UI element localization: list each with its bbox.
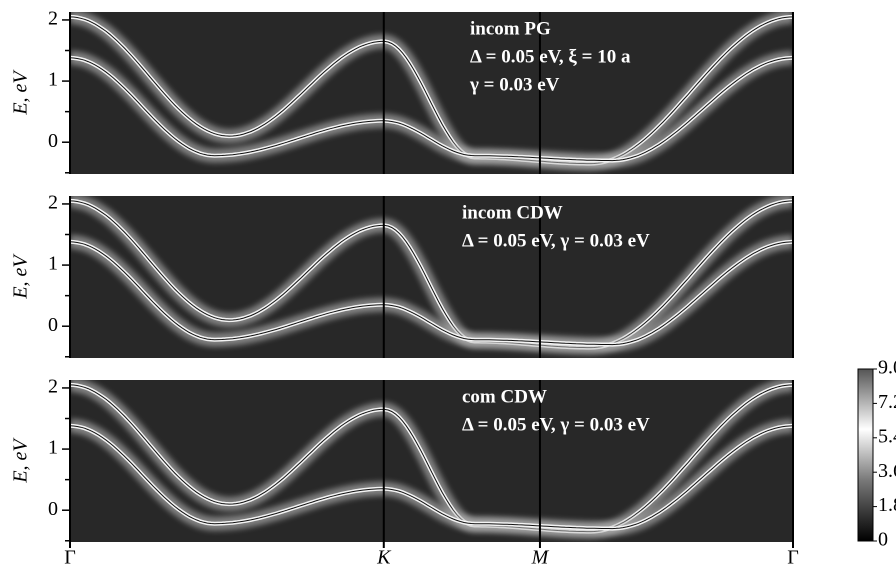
panel [70,196,793,358]
panel [70,12,793,174]
band-core [70,200,793,349]
y-tick-label: 0 [48,498,58,520]
band-core [70,425,793,530]
colorbar-tick-label: 5.4 [878,425,896,447]
bands [70,12,793,171]
annotation: γ = 0.03 eV [469,74,560,95]
bands [70,196,793,355]
y-tick-label: 2 [48,8,58,30]
annotation: incom PG [470,18,551,39]
colorbar [857,368,874,542]
x-tick-label: Γ [64,547,76,569]
y-tick-label: 1 [48,437,58,459]
y-axis-label: E, eV [10,69,32,116]
annotation: Δ = 0.05 eV, γ = 0.03 eV [462,230,650,251]
band-core [70,384,793,533]
colorbar-tick-label: 7.2 [878,391,896,413]
x-tick-label: M [531,547,550,569]
band-core [70,241,793,346]
annotation: incom CDW [462,202,563,223]
colorbar-tick-label: 0 [878,529,888,551]
y-tick-label: 0 [48,130,58,152]
x-tick-label: K [376,547,392,569]
x-tick-label: Γ [787,547,799,569]
y-axis-label: E, eV [10,253,32,300]
annotation: com CDW [462,386,547,407]
annotation: Δ = 0.05 eV, γ = 0.03 eV [462,414,650,435]
annotation: Δ = 0.05 eV, ξ = 10 a [470,46,631,67]
y-tick-label: 1 [48,69,58,91]
y-tick-label: 0 [48,314,58,336]
y-tick-label: 1 [48,253,58,275]
bands [70,380,793,539]
colorbar-tick-label: 3.6 [878,460,896,482]
y-axis-label: E, eV [10,437,32,484]
y-tick-label: 2 [48,192,58,214]
band-core [70,57,793,162]
colorbar-tick-label: 1.8 [878,494,896,516]
panel [70,380,793,542]
colorbar-tick-label: 9.0 [878,357,896,379]
band-core [70,16,793,165]
y-tick-label: 2 [48,376,58,398]
